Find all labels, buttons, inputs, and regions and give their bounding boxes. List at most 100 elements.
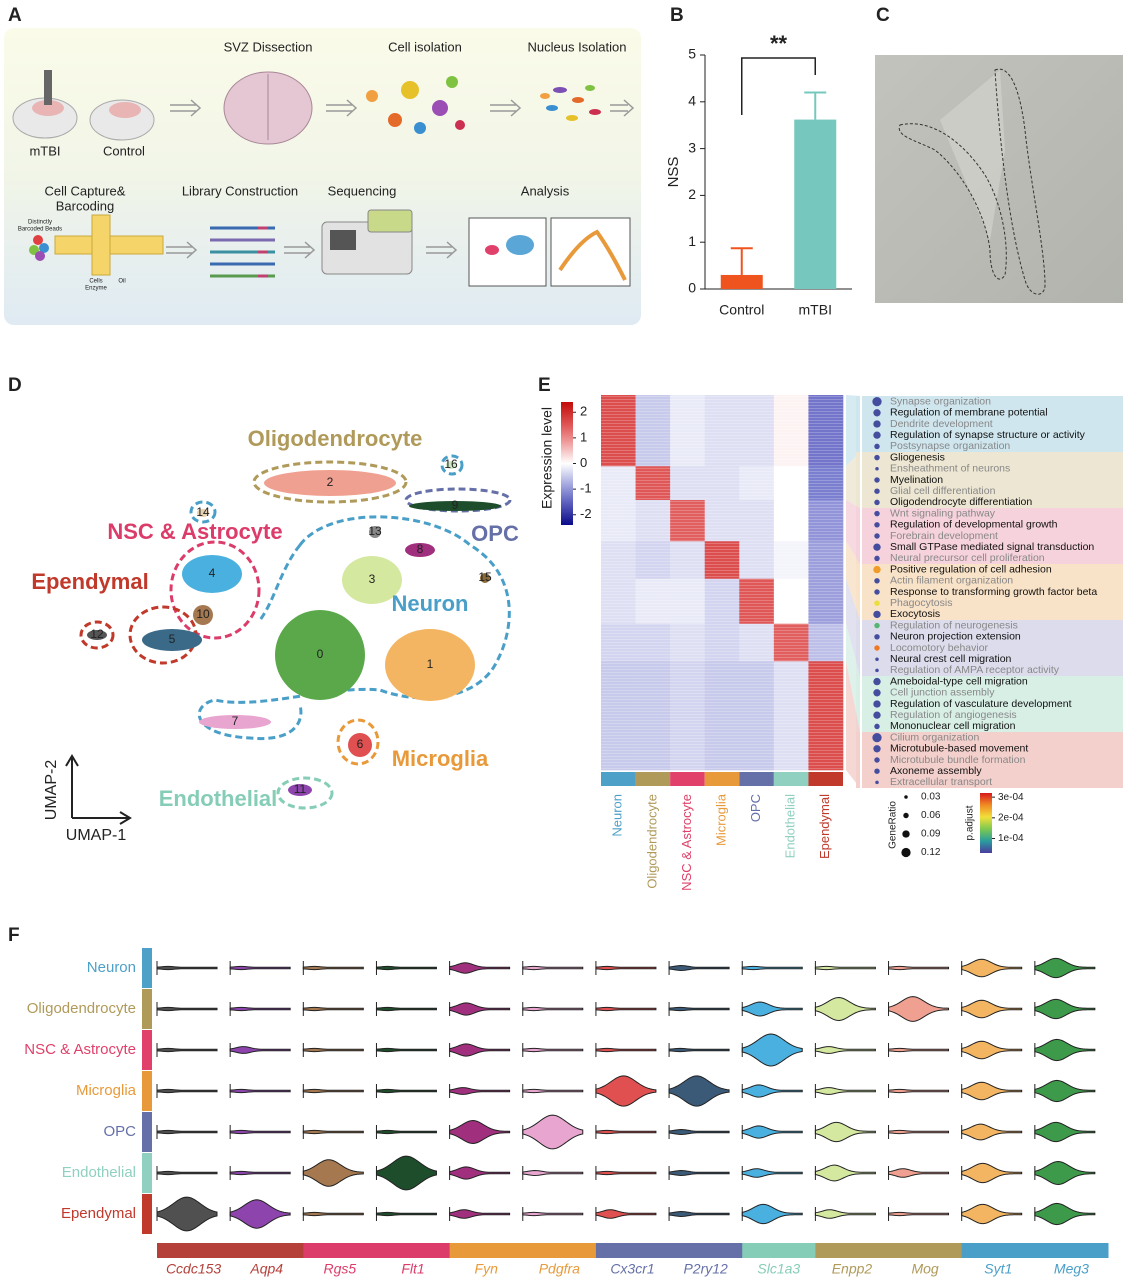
gene-bar xyxy=(815,1243,890,1258)
violin xyxy=(229,1129,291,1135)
violin xyxy=(814,1046,876,1054)
legend-dot xyxy=(902,830,910,838)
column-color xyxy=(601,772,636,786)
term-label: Myelination xyxy=(890,474,943,486)
term-band xyxy=(862,452,1123,508)
violin xyxy=(375,1129,437,1135)
violin xyxy=(522,1169,584,1177)
cluster-label: 2 xyxy=(327,475,334,489)
term-label: Oligodendrocyte differentiation xyxy=(890,496,1032,508)
impactor xyxy=(44,70,52,105)
term-label: Synapse organization xyxy=(890,395,991,407)
gene-label: Slc1a3 xyxy=(757,1261,800,1277)
chip-label: Distinctly xyxy=(28,220,52,226)
cluster-label: 16 xyxy=(444,457,458,471)
violin xyxy=(302,1088,364,1094)
column-color xyxy=(808,772,843,786)
term-dot xyxy=(874,578,880,584)
violin xyxy=(668,1128,730,1136)
violin xyxy=(522,1006,584,1012)
term-label: Cilium organization xyxy=(890,731,979,743)
row-color xyxy=(142,1071,152,1111)
violin xyxy=(449,962,511,974)
outline xyxy=(336,718,380,766)
cluster xyxy=(182,555,242,593)
term-dot xyxy=(874,723,880,730)
violin xyxy=(449,1087,511,1095)
term-band xyxy=(862,676,1123,732)
gene-label: P2ry12 xyxy=(683,1261,728,1277)
gene-label: Flt1 xyxy=(401,1261,424,1277)
violin xyxy=(961,1203,1023,1225)
colorbar xyxy=(561,402,573,525)
violin xyxy=(1034,1161,1096,1185)
violin xyxy=(229,1170,291,1176)
violin xyxy=(375,1211,437,1217)
violin xyxy=(595,1006,657,1012)
violin xyxy=(375,965,437,971)
arrows xyxy=(166,99,635,259)
gene-label: Rgs5 xyxy=(324,1261,357,1277)
cluster xyxy=(87,630,107,640)
significance-bracket xyxy=(741,57,816,115)
violin xyxy=(522,1088,584,1094)
outlines xyxy=(79,454,512,810)
violin xyxy=(595,965,657,971)
term-label: Forebrain development xyxy=(890,530,998,542)
gene-bar xyxy=(669,1243,743,1258)
column-label: OPC xyxy=(748,794,763,822)
term-dot xyxy=(874,634,880,640)
term-label: Microtubule bundle formation xyxy=(890,754,1026,766)
violin xyxy=(302,1129,364,1135)
step-title: Cell isolation xyxy=(388,39,462,54)
cell-type-label: Ependymal xyxy=(31,569,148,594)
cluster-label: 0 xyxy=(317,647,324,661)
term-label: Extracellular transport xyxy=(890,776,992,788)
gene-bar xyxy=(157,1243,231,1258)
cluster xyxy=(275,610,365,700)
violin xyxy=(522,965,584,971)
term-dot xyxy=(873,700,881,708)
row-color xyxy=(142,1030,152,1070)
violin xyxy=(961,999,1023,1019)
legend-label: 0.12 xyxy=(921,847,941,858)
significance: ** xyxy=(770,31,788,56)
gene-bar xyxy=(449,1243,524,1258)
term-band-marker xyxy=(856,396,860,452)
step-title: Library Construction xyxy=(182,183,298,198)
term-label: Locomotory behavior xyxy=(890,642,989,654)
p-colorbar-label: 1e-04 xyxy=(998,833,1024,844)
violin xyxy=(449,1166,511,1180)
cluster-label: 8 xyxy=(417,542,424,556)
term-dot xyxy=(874,454,880,461)
cell-type-label: Endothelial xyxy=(159,786,278,811)
cluster-label: 10 xyxy=(196,607,210,621)
row-color xyxy=(142,1153,152,1193)
mouse-head xyxy=(109,102,141,118)
chip-label: Oil xyxy=(118,279,125,285)
cluster xyxy=(142,629,202,651)
colorbar-title: Expression level xyxy=(539,407,555,509)
term-label: Dendrite development xyxy=(890,418,993,430)
y-tick-label: 2 xyxy=(688,186,696,202)
column-color xyxy=(635,772,671,786)
column-label: Microglia xyxy=(713,793,728,846)
legend-label: 0.09 xyxy=(921,829,941,840)
gene-label: Mog xyxy=(911,1261,938,1277)
cell-type-label: OPC xyxy=(471,521,519,546)
panel-label: E xyxy=(538,375,551,396)
violin xyxy=(229,1199,291,1229)
violin xyxy=(814,1121,876,1143)
violin xyxy=(522,1211,584,1217)
cluster-label: 15 xyxy=(478,570,492,584)
outline xyxy=(404,487,512,513)
row-label: NSC & Astrocyte xyxy=(24,1041,136,1058)
column-color xyxy=(773,772,809,786)
step-title: Cell Capture& xyxy=(45,183,126,198)
gene-label: Ccdc153 xyxy=(166,1261,221,1277)
term-label: Regulation of AMPA receptor activity xyxy=(890,664,1060,676)
violin xyxy=(888,996,950,1022)
violin xyxy=(375,1155,437,1191)
term-dot xyxy=(874,443,880,450)
term-band-marker xyxy=(856,732,860,788)
